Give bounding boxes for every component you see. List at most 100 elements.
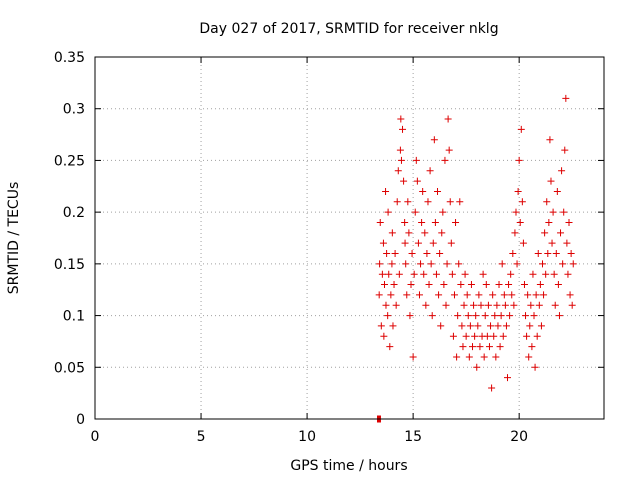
data-point bbox=[492, 353, 500, 361]
data-point bbox=[473, 363, 481, 371]
data-point bbox=[397, 115, 405, 123]
data-point bbox=[568, 301, 576, 309]
data-point bbox=[546, 136, 554, 144]
data-point bbox=[481, 312, 489, 320]
data-point bbox=[501, 301, 509, 309]
data-point bbox=[511, 229, 519, 237]
data-point bbox=[404, 198, 412, 206]
data-point bbox=[388, 229, 396, 237]
data-point bbox=[410, 270, 418, 278]
data-point bbox=[565, 218, 573, 226]
data-point bbox=[509, 250, 517, 258]
data-point bbox=[415, 291, 423, 299]
data-point bbox=[495, 281, 503, 289]
data-point bbox=[445, 146, 453, 154]
data-point bbox=[463, 291, 471, 299]
data-point bbox=[447, 239, 455, 247]
data-point bbox=[434, 187, 442, 195]
data-point bbox=[494, 322, 502, 330]
data-point bbox=[375, 291, 383, 299]
data-point bbox=[382, 301, 390, 309]
x-tick-label: 5 bbox=[197, 429, 206, 445]
data-point bbox=[496, 343, 504, 351]
data-point bbox=[448, 270, 456, 278]
data-point bbox=[390, 281, 398, 289]
data-point bbox=[510, 301, 518, 309]
data-point bbox=[382, 187, 390, 195]
data-point bbox=[441, 156, 449, 164]
data-point bbox=[524, 291, 532, 299]
data-point bbox=[499, 332, 507, 340]
y-tick-label: 0.15 bbox=[54, 257, 85, 273]
data-point bbox=[516, 218, 524, 226]
x-tick-label: 20 bbox=[510, 429, 528, 445]
data-point bbox=[426, 167, 434, 175]
x-tick-label: 15 bbox=[404, 429, 422, 445]
data-point bbox=[419, 187, 427, 195]
data-point bbox=[519, 239, 527, 247]
data-point bbox=[563, 239, 571, 247]
data-point bbox=[462, 332, 470, 340]
data-point bbox=[437, 322, 445, 330]
data-point bbox=[549, 208, 557, 216]
data-point bbox=[562, 94, 570, 102]
data-point bbox=[444, 115, 452, 123]
data-point bbox=[384, 208, 392, 216]
data-point bbox=[557, 229, 565, 237]
data-point bbox=[502, 322, 510, 330]
data-point bbox=[446, 198, 454, 206]
data-point bbox=[401, 218, 409, 226]
data-point bbox=[452, 218, 460, 226]
chart-title: Day 027 of 2017, SRMTID for receiver nkl… bbox=[199, 21, 498, 37]
data-point bbox=[534, 250, 542, 258]
data-point bbox=[458, 322, 466, 330]
data-point bbox=[397, 156, 405, 164]
data-point bbox=[432, 270, 440, 278]
data-point bbox=[389, 322, 397, 330]
data-point bbox=[420, 270, 428, 278]
data-point bbox=[480, 353, 488, 361]
grid-lines bbox=[95, 57, 604, 419]
data-point bbox=[442, 301, 450, 309]
data-point bbox=[471, 332, 479, 340]
data-point bbox=[533, 332, 541, 340]
data-point bbox=[527, 301, 535, 309]
data-point bbox=[413, 177, 421, 185]
data-points bbox=[373, 94, 577, 423]
data-point bbox=[440, 281, 448, 289]
data-point bbox=[528, 343, 536, 351]
data-point bbox=[487, 322, 495, 330]
data-point bbox=[461, 270, 469, 278]
data-point bbox=[402, 260, 410, 268]
data-point bbox=[429, 239, 437, 247]
axis-ticks: 0 5 10 15 20 0 0.05 0.1 0.15 0.2 0.25 0.3 0.35 bbox=[54, 50, 604, 445]
data-point bbox=[518, 198, 526, 206]
data-point bbox=[425, 281, 433, 289]
data-point bbox=[476, 343, 484, 351]
data-point bbox=[504, 374, 512, 382]
data-point bbox=[482, 281, 490, 289]
data-point bbox=[531, 363, 539, 371]
y-axis-title: SRMTID / TECUs bbox=[6, 182, 22, 295]
data-point bbox=[485, 343, 493, 351]
data-point bbox=[422, 301, 430, 309]
data-point bbox=[530, 312, 538, 320]
data-point bbox=[424, 198, 432, 206]
data-point bbox=[465, 353, 473, 361]
data-point bbox=[391, 250, 399, 258]
data-point bbox=[460, 301, 468, 309]
data-point bbox=[544, 250, 552, 258]
data-point bbox=[421, 229, 429, 237]
data-point bbox=[498, 260, 506, 268]
data-point bbox=[537, 322, 545, 330]
data-point bbox=[543, 198, 551, 206]
y-tick-label: 0.05 bbox=[54, 360, 85, 376]
data-point bbox=[392, 301, 400, 309]
data-point bbox=[405, 229, 413, 237]
data-point bbox=[450, 291, 458, 299]
data-point bbox=[456, 198, 464, 206]
data-point bbox=[488, 384, 496, 392]
data-point bbox=[376, 260, 384, 268]
data-point bbox=[555, 312, 563, 320]
